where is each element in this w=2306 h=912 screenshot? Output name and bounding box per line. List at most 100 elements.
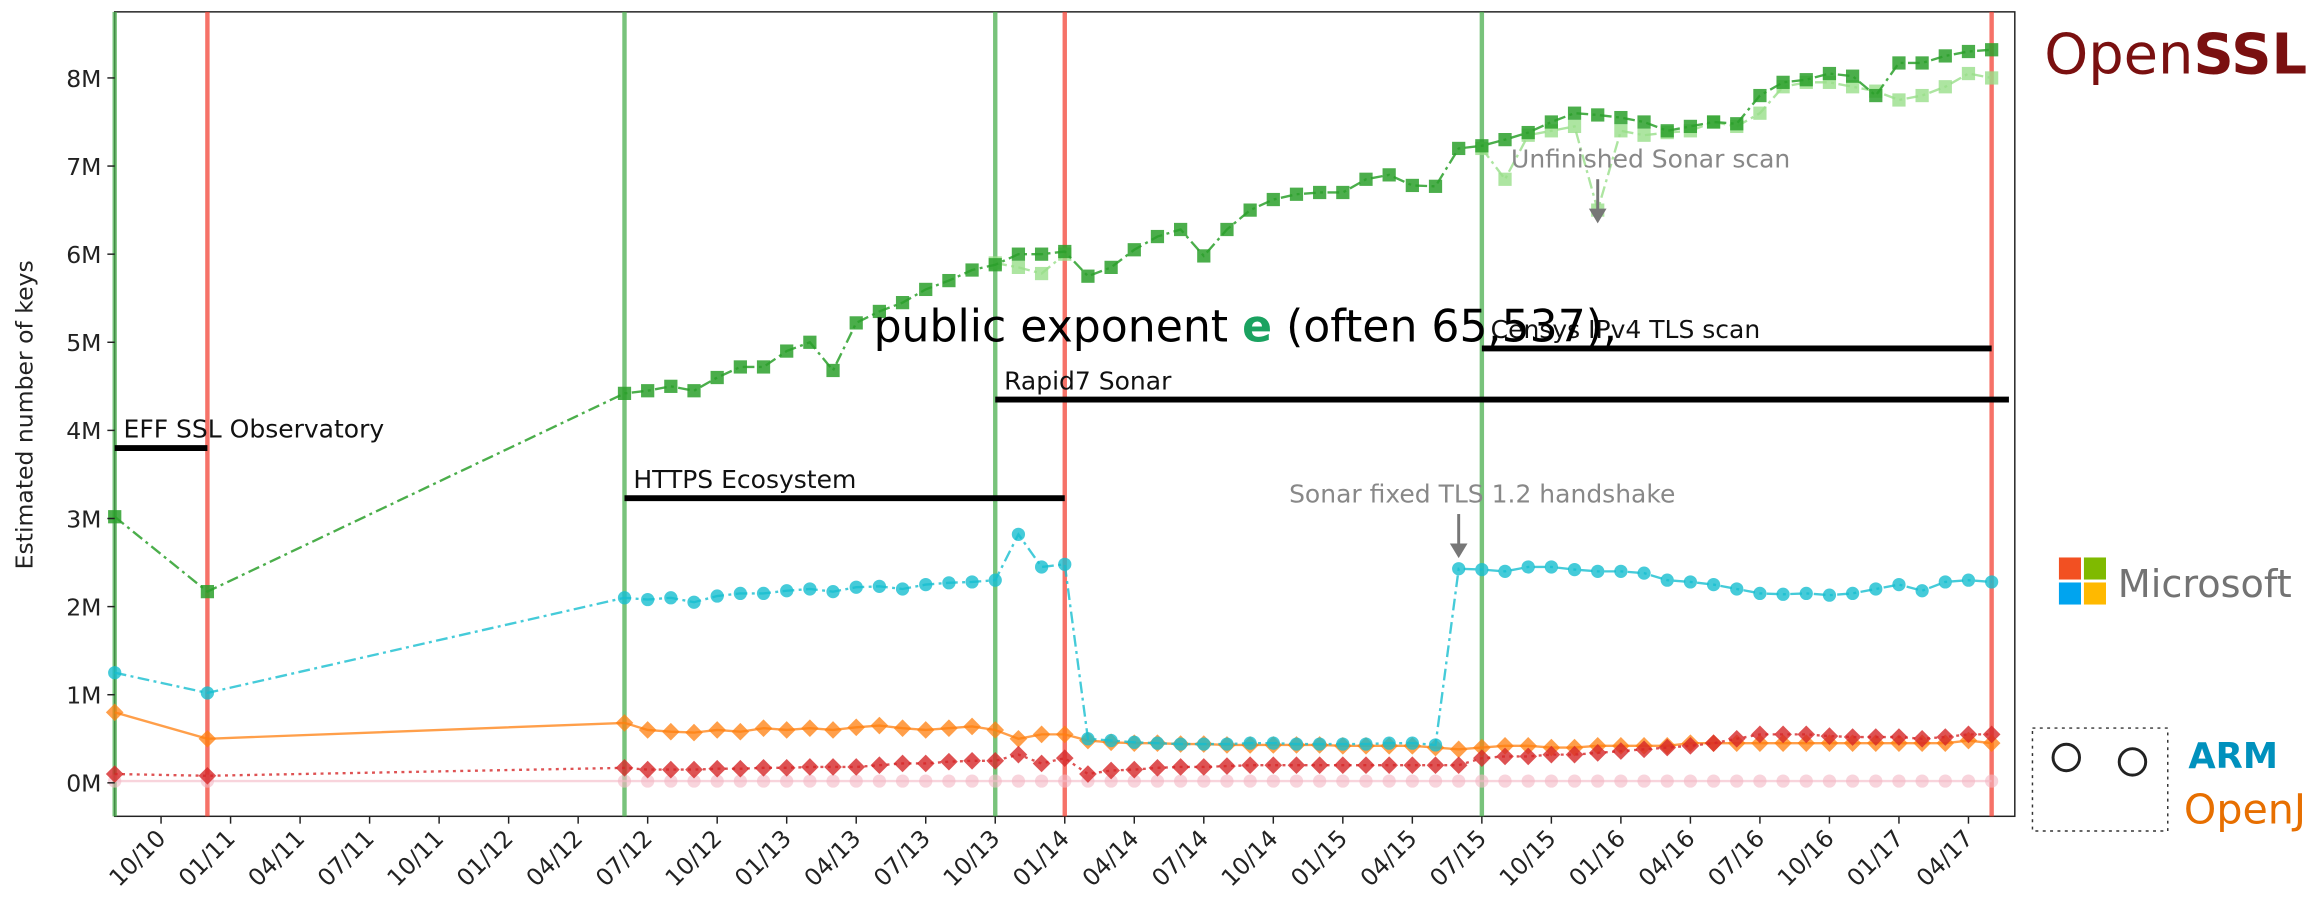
y-tick-label: 0M: [66, 770, 101, 798]
marker: [1521, 125, 1535, 140]
marker: [756, 360, 771, 374]
marker: [1660, 124, 1674, 138]
arrow-head: [1449, 543, 1468, 559]
marker: [1614, 774, 1628, 788]
marker: [1869, 582, 1883, 596]
overlay-part: (often 65,537),: [1272, 301, 1617, 352]
marker: [1845, 69, 1860, 83]
marker: [1730, 117, 1744, 131]
marker: [1032, 754, 1051, 773]
marker: [1194, 758, 1213, 776]
marker: [1985, 575, 1999, 589]
marker: [1403, 756, 1422, 775]
marker: [1171, 758, 1190, 776]
marker: [919, 577, 933, 592]
marker: [1822, 66, 1837, 81]
marker: [687, 774, 701, 788]
marker: [1614, 110, 1628, 125]
marker: [1706, 774, 1721, 788]
arrow-head: [1588, 208, 1607, 224]
y-tick-label: 7M: [66, 153, 101, 181]
marker: [662, 760, 680, 779]
marker: [617, 386, 632, 400]
marker: [1612, 742, 1630, 760]
marker: [780, 344, 794, 358]
logo-square: [2083, 557, 2106, 580]
marker: [1264, 756, 1283, 775]
x-tick-label: 10/13: [938, 824, 1006, 892]
marker: [1938, 80, 1952, 94]
marker: [1799, 73, 1813, 87]
marker: [1961, 573, 1976, 587]
marker: [687, 595, 701, 609]
marker: [1034, 774, 1049, 788]
x-tick-label: 07/11: [312, 824, 380, 892]
overlay-text: public exponent e (often 65,537),: [874, 301, 1617, 352]
marker: [895, 296, 910, 310]
logo-part: SSL: [2193, 23, 2306, 88]
x-tick-label: 07/13: [868, 824, 936, 892]
marker: [1058, 244, 1072, 259]
marker: [1614, 564, 1628, 578]
marker: [1544, 115, 1558, 129]
marker: [1797, 725, 1816, 744]
marker: [870, 756, 889, 775]
marker: [895, 774, 910, 788]
x-tick-label: 01/17: [1841, 824, 1909, 892]
marker: [638, 721, 657, 739]
marker: [826, 363, 840, 378]
x-tick-label: 01/11: [173, 824, 241, 892]
x-tick-label: 04/11: [242, 824, 310, 892]
marker: [1753, 774, 1767, 788]
overlay-part: public exponent: [874, 301, 1243, 352]
marker: [1915, 584, 1929, 598]
marker: [1915, 88, 1929, 103]
marker: [1359, 172, 1373, 186]
marker: [1055, 749, 1074, 767]
marker: [1127, 774, 1141, 788]
marker: [803, 335, 817, 349]
marker: [1704, 734, 1723, 753]
logo-part: Open: [2044, 23, 2193, 88]
marker: [849, 316, 863, 330]
x-tick-label: 01/12: [451, 824, 519, 892]
marker: [1473, 749, 1491, 767]
marker: [1127, 243, 1141, 257]
marker: [617, 774, 632, 788]
marker: [1380, 756, 1398, 775]
marker: [1243, 736, 1257, 750]
marker: [1753, 586, 1767, 601]
marker: [710, 370, 724, 385]
marker: [1938, 49, 1952, 63]
marker: [1936, 728, 1955, 746]
marker: [1011, 260, 1026, 274]
logo-text: ARM: [2188, 736, 2278, 777]
marker: [893, 719, 912, 738]
logo-text: OpenJD: [2184, 786, 2306, 834]
y-tick-label: 4M: [66, 417, 101, 445]
marker: [1266, 774, 1280, 788]
x-tick-label: 10/14: [1216, 824, 1284, 892]
x-tick-label: 10/16: [1772, 824, 1840, 892]
marker: [1521, 560, 1535, 574]
marker: [1544, 774, 1558, 788]
marker: [1681, 736, 1700, 755]
marker: [756, 774, 771, 788]
marker: [1150, 229, 1165, 244]
marker: [986, 751, 1005, 770]
marker: [1869, 774, 1883, 788]
marker: [965, 774, 979, 788]
marker: [1915, 56, 1929, 70]
marker: [1428, 774, 1443, 788]
marker: [1449, 756, 1468, 775]
marker: [988, 774, 1002, 788]
marker: [1218, 757, 1236, 775]
marker: [1382, 736, 1396, 750]
marker: [872, 774, 887, 788]
marker: [1336, 185, 1350, 200]
marker: [1567, 562, 1582, 577]
marker: [1776, 75, 1790, 89]
marker: [1220, 222, 1234, 237]
marker: [1938, 575, 1952, 589]
marker: [1915, 774, 1929, 788]
